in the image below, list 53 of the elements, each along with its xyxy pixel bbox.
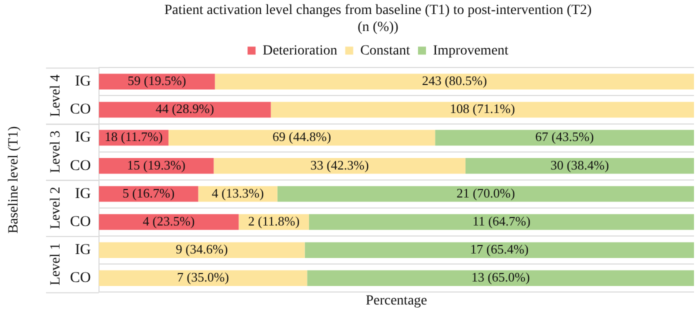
bar (465, 158, 694, 174)
data-label: 44 (28.9%) (156, 101, 214, 116)
data-label: 33 (42.3%) (310, 157, 369, 172)
text: Level 2 (48, 186, 64, 230)
data-label: 17 (65.4%) (470, 242, 529, 257)
bar (98, 242, 305, 258)
legend-label: Deterioration (262, 43, 338, 58)
bar (277, 186, 694, 202)
bar (308, 214, 694, 230)
bar (168, 130, 436, 146)
data-label: 7 (35.0%) (176, 270, 229, 285)
text: Level 1 (48, 242, 64, 286)
y-axis-title: Baseline level (T1) (6, 126, 22, 234)
bar (98, 214, 239, 230)
data-label: 21 (70.0%) (456, 185, 515, 200)
bar (214, 74, 694, 90)
legend-label: Improvement (432, 43, 509, 58)
data-label: 69 (44.8%) (272, 129, 332, 144)
data-label: 108 (71.1%) (450, 101, 515, 116)
text: Level 3 (48, 130, 64, 174)
y-tick-label: CO (70, 158, 91, 174)
data-label: 67 (43.5%) (535, 129, 594, 144)
legend-label: Constant (360, 43, 410, 58)
data-label: 59 (19.5%) (128, 73, 186, 88)
bar (98, 270, 308, 286)
text: Level 4 (48, 74, 64, 117)
y-tick-label: CO (70, 270, 91, 286)
bar (270, 102, 694, 118)
bar (214, 158, 466, 174)
data-label: 18 (11.7%) (104, 129, 163, 144)
bar (435, 130, 694, 146)
data-label: 11 (64.7%) (472, 213, 530, 228)
y-tick-label: CO (70, 102, 91, 118)
chart-title: Patient activation level changes from baseline (T1) to post-intervention (T2) (n (%)) (164, 3, 592, 35)
bar (307, 270, 694, 286)
bar (98, 102, 271, 118)
bar (98, 186, 198, 202)
y-tick-label: CO (70, 214, 91, 230)
data-label: 13 (65.0%) (471, 270, 530, 285)
y-tick-label: IG (75, 242, 92, 258)
data-label: 4 (13.3%) (212, 185, 264, 200)
data-label: 5 (16.7%) (122, 185, 175, 200)
data-label: 9 (34.6%) (176, 242, 228, 257)
data-label: 2 (11.8%) (248, 213, 300, 228)
y-tick-label: IG (75, 74, 92, 90)
data-label: 4 (23.5%) (142, 213, 195, 228)
data-label: 30 (38.4%) (550, 157, 609, 172)
y-tick-label: IG (75, 186, 92, 202)
x-axis-title: Percentage (366, 293, 428, 308)
y-tick-label: IG (75, 130, 92, 146)
data-label: 15 (19.3%) (127, 157, 186, 172)
data-label: 243 (80.5%) (422, 73, 487, 88)
bar (304, 242, 694, 258)
